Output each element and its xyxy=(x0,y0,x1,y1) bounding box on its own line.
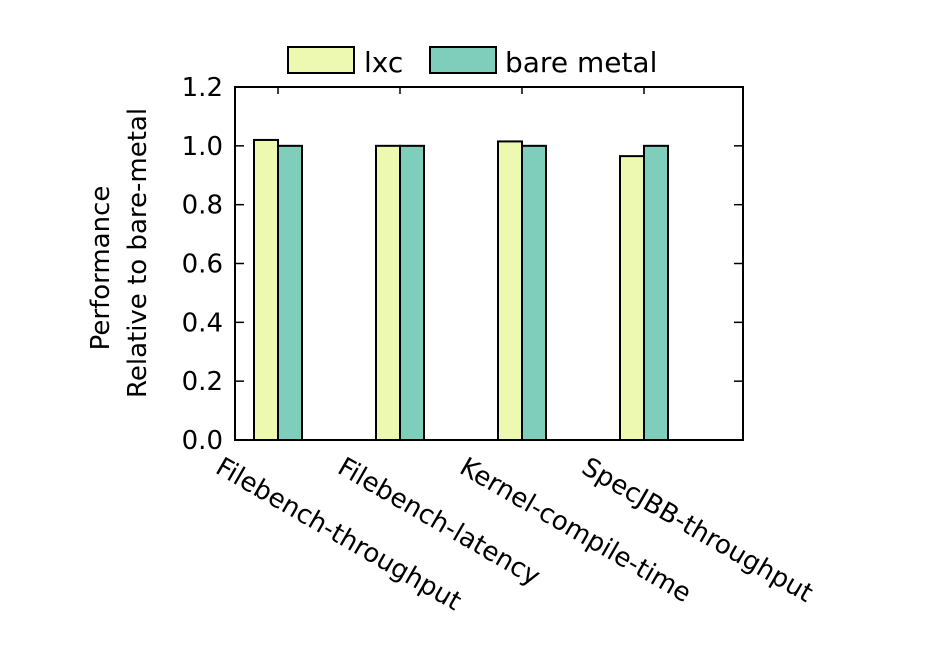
bars-group xyxy=(253,138,669,441)
y-tick-label-0: 0.0 xyxy=(182,426,223,456)
x-tick-labels: Filebench-throughputFilebench-latencyKer… xyxy=(211,452,818,617)
y-tick-label-3: 0.6 xyxy=(182,250,223,280)
bar-bare-metal-4 xyxy=(643,144,669,441)
y-tick-label-4: 0.8 xyxy=(182,191,223,221)
legend-label-lxc: lxc xyxy=(364,46,403,79)
bar-bare-metal-1 xyxy=(277,144,303,441)
y-tick-label-2: 0.4 xyxy=(182,308,223,338)
y-axis-title: Performance Relative to bare-metal xyxy=(86,108,153,398)
plot-frame xyxy=(234,86,744,441)
legend-swatch-lxc xyxy=(287,46,355,74)
y-tick-labels: 0.0 0.2 0.4 0.6 0.8 1.0 1.2 xyxy=(182,73,223,456)
x-tick-label-2: Filebench-latency xyxy=(333,452,546,592)
y-axis-title-line-2: Relative to bare-metal xyxy=(123,108,153,398)
bar-lxc-2 xyxy=(375,144,401,441)
bar-bare-metal-3 xyxy=(521,144,547,441)
bar-lxc-3 xyxy=(497,140,523,441)
legend: lxc bare metal xyxy=(287,46,657,79)
legend-swatch-bare-metal xyxy=(429,46,497,74)
x-tick-label-3: Kernel-compile-time xyxy=(455,452,697,609)
legend-label-bare-metal: bare metal xyxy=(505,46,657,79)
y-tick-label-5: 1.0 xyxy=(182,132,223,162)
y-axis-title-line-1: Performance xyxy=(86,186,116,351)
bar-lxc-4 xyxy=(619,155,645,441)
bar-lxc-1 xyxy=(253,138,279,441)
y-tick-label-1: 0.2 xyxy=(182,367,223,397)
x-tick-label-4: SpecJBB-throughput xyxy=(577,452,818,609)
y-tick-label-6: 1.2 xyxy=(182,73,223,103)
bar-bare-metal-2 xyxy=(399,144,425,441)
